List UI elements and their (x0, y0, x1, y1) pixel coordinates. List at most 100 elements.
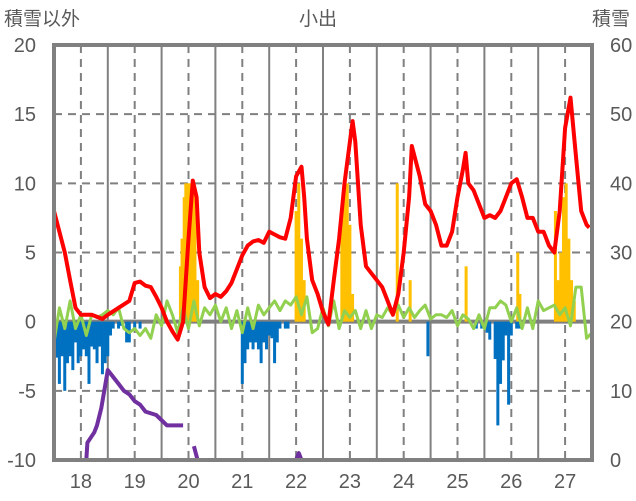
x-tick-label: 20 (177, 471, 199, 493)
blue_bars-bar (55, 321, 59, 358)
blue_bars-bar (87, 321, 91, 384)
orange_bars-bar (351, 294, 355, 322)
blue_bars-bar (265, 321, 269, 350)
x-tick-label: 22 (285, 471, 307, 493)
blue_bars-bar (79, 321, 83, 357)
purple-line-b (191, 445, 592, 462)
blue_bars-bar (504, 321, 508, 336)
x-tick-label: 25 (446, 471, 468, 493)
orange_bars-bar (464, 266, 468, 322)
chart-title: 小出 (299, 8, 337, 30)
blue_bars-bar (111, 321, 115, 329)
blue_bars-bar (74, 321, 78, 343)
blue_bars-bar (133, 321, 137, 329)
y-right-tick-label: 20 (610, 312, 632, 334)
purple-line-a (54, 368, 184, 462)
orange_bars-bar (553, 211, 557, 322)
y-left-tick-label: 15 (14, 104, 36, 126)
orange_bars-bar (408, 280, 412, 322)
blue_bars-bar (100, 321, 104, 375)
blue_bars-bar (84, 321, 88, 357)
x-tick-label: 21 (231, 471, 253, 493)
orange_bars-bar (395, 183, 399, 322)
x-tick-label: 23 (339, 471, 361, 493)
blue_bars-bar (493, 321, 497, 360)
tick-labels: 18 19 20 21 22 23 24 25 26 2720151050-5-106050403… (7, 35, 632, 493)
blue_bars-bar (426, 321, 430, 357)
orange_bars-bar (182, 197, 186, 322)
blue_bars-bar (90, 321, 94, 347)
y-right-tick-label: 10 (610, 381, 632, 403)
blue_bars-bar (488, 321, 492, 340)
y-left-tick-label: 20 (14, 35, 36, 57)
blue_bars-bar (117, 321, 121, 329)
blue_bars-bar (278, 321, 282, 329)
y-right-tick-label: 60 (610, 35, 632, 57)
blue_bars-bar (92, 321, 96, 350)
blue_bars-bar (71, 321, 75, 371)
blue_bars-bar (138, 321, 142, 329)
orange_bars-bar (196, 280, 200, 322)
blue_bars-bar (517, 321, 521, 329)
orange_bars-bar (570, 280, 574, 322)
blue_bars-bar (254, 321, 258, 343)
x-tick-label: 18 (70, 471, 92, 493)
blue_bars-bar (259, 321, 263, 364)
y-left-tick-label: 0 (25, 312, 36, 334)
blue_bars-bar (63, 321, 67, 391)
blue_bars-bar (95, 321, 99, 364)
blue_bars-bar (283, 321, 287, 329)
plot-frame (52, 43, 594, 462)
orange_bars-bar (299, 238, 303, 322)
blue_bars-bar (509, 321, 513, 336)
blue_bars-bar (65, 321, 69, 364)
blue_bars-bar (60, 321, 64, 357)
orange_bars-bar (180, 238, 184, 322)
blue_bars-bar (57, 321, 61, 384)
blue_bars-bar (507, 321, 511, 405)
orange_bars-bar (348, 224, 352, 322)
blue_bars-bar (243, 321, 247, 364)
blue_bars-bar (251, 321, 255, 350)
orange_bars-bar (340, 211, 344, 322)
y-right-tick-label: 50 (610, 104, 632, 126)
y-right-tick-label: 0 (610, 450, 621, 472)
blue_bars-bar (485, 321, 489, 333)
y-left-tick-label: 10 (14, 173, 36, 195)
orange_bars-bar (193, 211, 197, 322)
blue_bars-bar (98, 321, 102, 347)
orange_bars-bar (294, 211, 298, 322)
y-right-tick-label: 30 (610, 243, 632, 265)
orange_bars-bar (572, 300, 576, 322)
blue_bars-bar (267, 321, 271, 336)
orange_bars-bar (516, 252, 520, 322)
x-tick-label: 27 (554, 471, 576, 493)
blue_bars-bar (246, 321, 250, 350)
blue_bars-bar (240, 321, 244, 384)
orange_bars-bar (564, 183, 568, 322)
orange_bars-bar (556, 280, 560, 322)
gridlines (54, 45, 593, 460)
blue_bars-bar (108, 321, 112, 336)
x-tick-label: 24 (393, 471, 415, 493)
x-tick-label: 26 (500, 471, 522, 493)
blue_bars-bar (256, 321, 260, 350)
orange_bars-bar (567, 238, 571, 322)
orange_bars-bar (189, 183, 193, 322)
orange_bars-bar (297, 183, 301, 322)
orange_bars-bar (518, 294, 522, 322)
right-axis-title: 積雪 (592, 8, 630, 30)
blue_bars-bar (286, 321, 290, 329)
blue_bars-bar (496, 321, 500, 426)
blue_bars-bar (515, 321, 519, 329)
blue_bars-bar (501, 321, 505, 361)
blue_bars-bar (275, 321, 279, 343)
orange_bars-bar (343, 183, 347, 322)
red-line (52, 95, 591, 342)
blue_bars-bar (270, 321, 274, 339)
blue_bars-bar (68, 321, 72, 357)
left-axis-title: 積雪以外 (4, 8, 80, 30)
orange_bars-bar (561, 197, 565, 322)
blue_bars-bar (106, 321, 110, 357)
